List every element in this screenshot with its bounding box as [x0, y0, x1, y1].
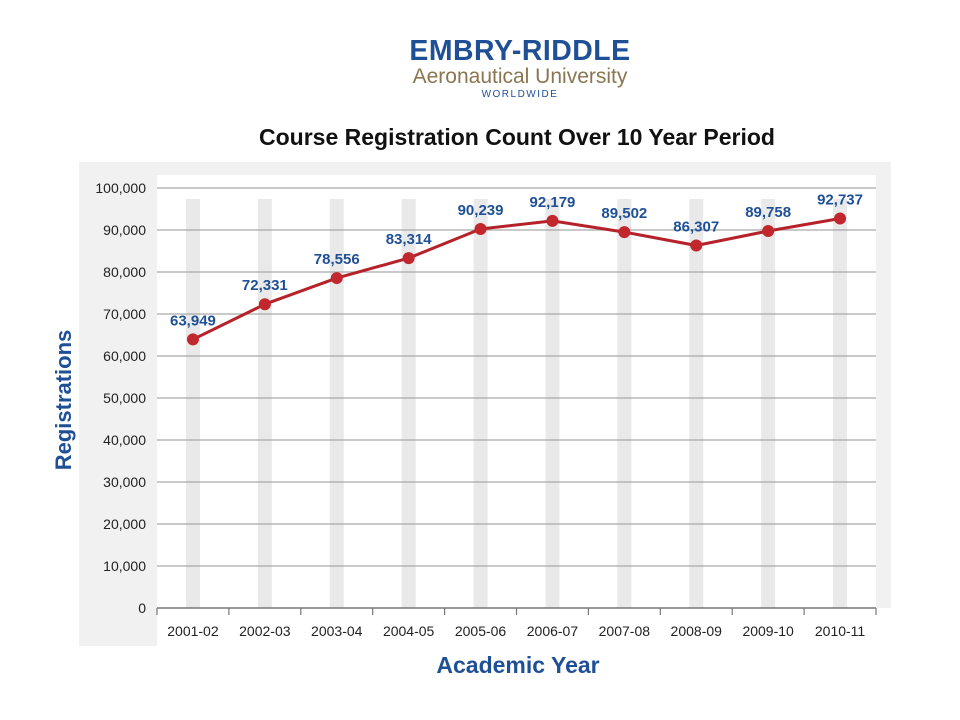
y-tick-label: 80,000 [103, 264, 146, 280]
y-tick-label: 20,000 [103, 516, 146, 532]
data-point [546, 214, 559, 227]
column-shadow [473, 199, 488, 608]
column-shadow [761, 199, 776, 608]
column-shadow [257, 199, 272, 608]
column-shadow [617, 199, 632, 608]
x-tick-band [157, 608, 891, 646]
data-label: 72,331 [242, 277, 288, 294]
y-tick-label: 30,000 [103, 474, 146, 490]
x-tick-label: 2010-11 [815, 623, 866, 639]
plot-area [157, 175, 876, 608]
y-tick-label: 100,000 [95, 180, 146, 196]
data-label: 86,307 [673, 219, 719, 236]
column-shadow [689, 199, 704, 608]
data-label: 63,949 [170, 312, 216, 329]
data-label: 89,502 [601, 205, 647, 222]
x-tick-label: 2009-10 [742, 623, 794, 639]
chart-title: Course Registration Count Over 10 Year P… [259, 124, 775, 150]
y-tick-label: 0 [138, 600, 146, 616]
data-point [186, 333, 199, 346]
column-shadow [185, 199, 200, 608]
data-point [834, 212, 847, 225]
y-axis-title: Registrations [51, 329, 76, 471]
y-tick-label: 40,000 [103, 432, 146, 448]
data-label: 83,314 [386, 231, 433, 248]
x-tick-label: 2003-04 [311, 623, 363, 639]
x-tick-label: 2008-09 [671, 623, 723, 639]
data-label: 90,239 [458, 202, 504, 219]
data-label: 92,179 [530, 194, 576, 211]
data-point [402, 252, 415, 265]
y-tick-label: 60,000 [103, 348, 146, 364]
logo-name: EMBRY-RIDDLE [409, 35, 631, 67]
logo-subtitle: Aeronautical University [412, 65, 628, 88]
column-shadow [401, 199, 416, 608]
data-point [762, 225, 775, 238]
data-point [258, 298, 271, 311]
university-logo: EMBRY-RIDDLE Aeronautical University WOR… [380, 36, 660, 106]
x-tick-label: 2007-08 [599, 623, 651, 639]
x-axis-title: Academic Year [436, 652, 600, 678]
data-point [474, 222, 487, 235]
x-tick-label: 2004-05 [383, 623, 435, 639]
x-tick-label: 2006-07 [527, 623, 579, 639]
y-tick-label: 10,000 [103, 558, 146, 574]
data-label: 92,737 [817, 192, 863, 209]
x-tick-label: 2001-02 [167, 623, 219, 639]
x-tick-label: 2002-03 [239, 623, 291, 639]
y-tick-label: 70,000 [103, 306, 146, 322]
series-line [191, 217, 842, 341]
column-shadow [545, 199, 560, 608]
column-shadow [833, 199, 848, 608]
data-point [330, 272, 343, 285]
y-tick-label: 90,000 [103, 222, 146, 238]
logo-tag: WORLDWIDE [481, 89, 559, 100]
y-tick-label: 50,000 [103, 390, 146, 406]
column-shadow [329, 199, 344, 608]
x-tick-label: 2005-06 [455, 623, 507, 639]
data-label: 78,556 [314, 251, 360, 268]
data-point [690, 239, 703, 252]
data-label: 89,758 [745, 204, 791, 221]
data-point [618, 226, 631, 239]
